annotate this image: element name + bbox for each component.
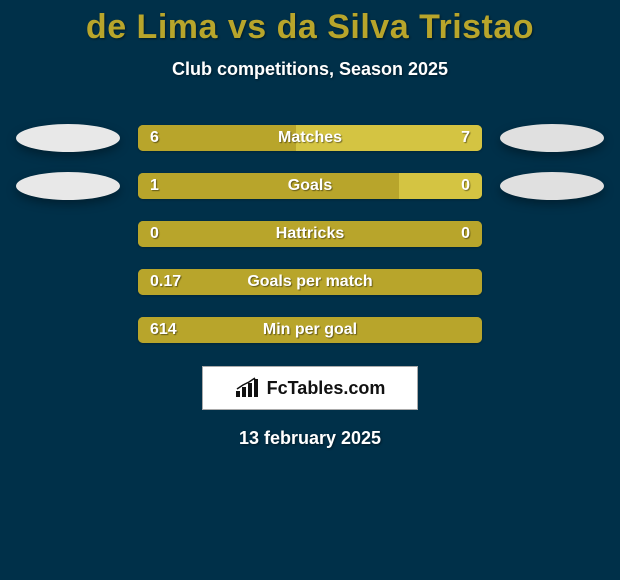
- brand-text: FcTables.com: [267, 378, 386, 399]
- badge-spacer: [16, 316, 120, 344]
- badge-spacer: [16, 268, 120, 296]
- stat-label: Matches: [278, 129, 342, 147]
- stat-value-left: 6: [150, 129, 159, 147]
- stat-label: Goals per match: [247, 273, 372, 291]
- badge-spacer: [500, 268, 604, 296]
- badge-spacer: [16, 220, 120, 248]
- stat-row: 614 Min per goal: [10, 316, 610, 344]
- footer-date: 13 february 2025: [0, 428, 620, 449]
- badge-spacer: [500, 316, 604, 344]
- team-badge-left: [16, 172, 120, 200]
- stat-label: Hattricks: [276, 225, 344, 243]
- stat-value-left: 0: [150, 225, 159, 243]
- stat-value-left: 1: [150, 177, 159, 195]
- stat-bar: 1 Goals 0: [138, 173, 482, 199]
- stat-bar: 6 Matches 7: [138, 125, 482, 151]
- brand-icon: [235, 377, 261, 399]
- stat-row: 0.17 Goals per match: [10, 268, 610, 296]
- stat-bar: 614 Min per goal: [138, 317, 482, 343]
- stat-bar: 0.17 Goals per match: [138, 269, 482, 295]
- brand-box: FcTables.com: [202, 366, 418, 410]
- stat-rows: 6 Matches 7 1 Goals 0 0 Hattricks 0 0.17 Goals per…: [0, 124, 620, 344]
- team-badge-left: [16, 124, 120, 152]
- team-badge-right: [500, 124, 604, 152]
- stat-label: Goals: [288, 177, 332, 195]
- stat-row: 6 Matches 7: [10, 124, 610, 152]
- stats-infographic: de Lima vs da Silva Tristao Club competi…: [0, 0, 620, 580]
- stat-row: 0 Hattricks 0: [10, 220, 610, 248]
- stat-row: 1 Goals 0: [10, 172, 610, 200]
- stat-bar: 0 Hattricks 0: [138, 221, 482, 247]
- stat-value-right: 7: [461, 129, 470, 147]
- stat-value-right: 0: [461, 225, 470, 243]
- stat-label: Min per goal: [263, 321, 357, 339]
- page-title: de Lima vs da Silva Tristao: [0, 0, 620, 47]
- stat-value-left: 614: [150, 321, 177, 339]
- stat-value-right: 0: [461, 177, 470, 195]
- stat-value-left: 0.17: [150, 273, 181, 291]
- badge-spacer: [500, 220, 604, 248]
- team-badge-right: [500, 172, 604, 200]
- page-subtitle: Club competitions, Season 2025: [0, 59, 620, 80]
- bar-fill-left: [138, 125, 296, 151]
- bar-fill-left: [138, 173, 399, 199]
